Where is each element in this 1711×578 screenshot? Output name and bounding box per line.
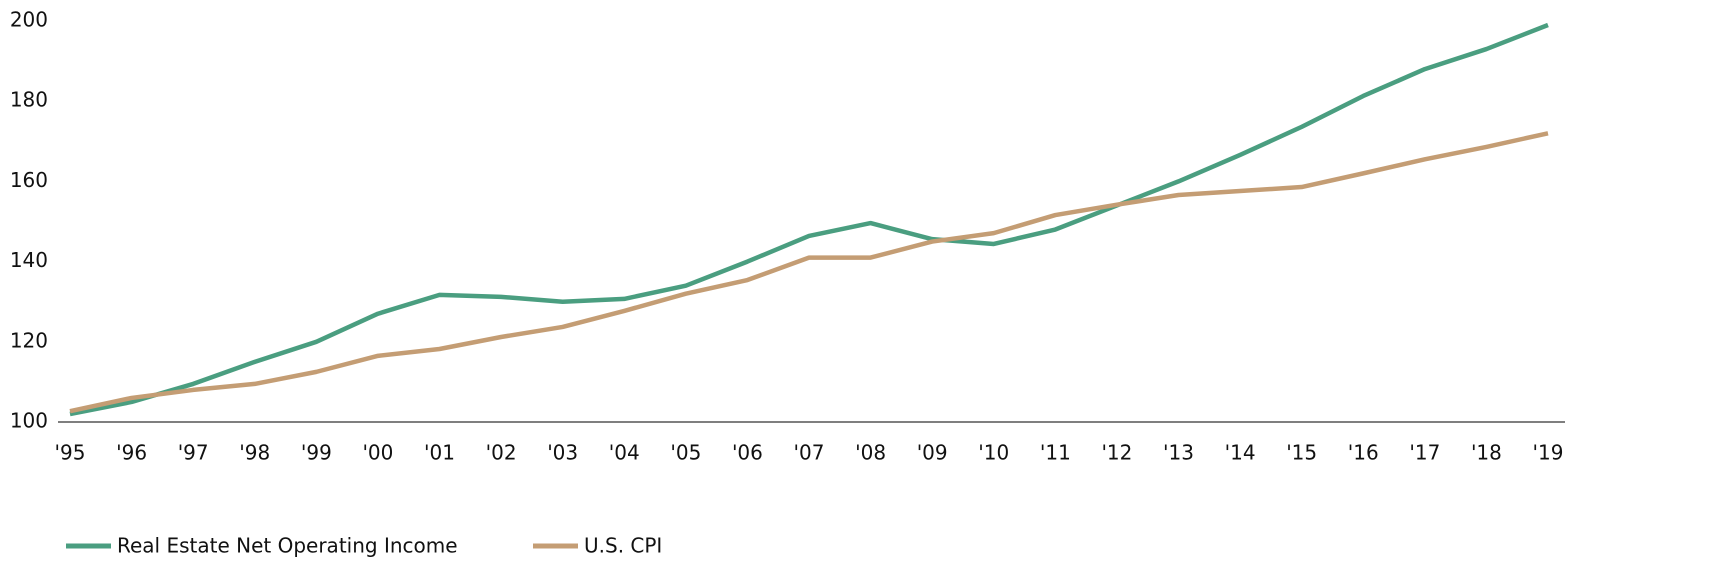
x-tick-label: '18: [1471, 441, 1502, 465]
x-tick-label: '96: [116, 441, 147, 465]
x-tick-label: '00: [362, 441, 393, 465]
x-tick-label: '99: [301, 441, 332, 465]
series-line: [69, 131, 1549, 414]
series-line: [69, 22, 1549, 417]
y-tick-label: 200: [10, 8, 48, 32]
x-tick-label: '01: [424, 441, 455, 465]
x-tick-label: '06: [732, 441, 763, 465]
y-tick-label: 120: [10, 328, 48, 352]
x-tick-label: '17: [1409, 441, 1440, 465]
y-tick-label: 160: [10, 168, 48, 192]
x-tick-label: '98: [239, 441, 270, 465]
x-tick-label: '12: [1101, 441, 1132, 465]
x-tick-label: '16: [1348, 441, 1379, 465]
x-tick-label: '19: [1533, 441, 1564, 465]
legend-label: Real Estate Net Operating Income: [117, 534, 458, 558]
x-tick-label: '15: [1286, 441, 1317, 465]
x-tick-label: '14: [1225, 441, 1256, 465]
x-tick-label: '04: [609, 441, 640, 465]
x-tick-label: '10: [978, 441, 1009, 465]
x-tick-label: '08: [855, 441, 886, 465]
x-tick-label: '03: [547, 441, 578, 465]
y-tick-label: 180: [10, 88, 48, 112]
x-tick-label: '13: [1163, 441, 1194, 465]
y-tick-label: 140: [10, 248, 48, 272]
x-tick-label: '07: [794, 441, 825, 465]
x-tick-label: '05: [670, 441, 701, 465]
x-tick-label: '97: [178, 441, 209, 465]
x-tick-label: '95: [55, 441, 86, 465]
legend-label: U.S. CPI: [584, 534, 662, 558]
x-tick-label: '09: [917, 441, 948, 465]
x-tick-label: '02: [486, 441, 517, 465]
x-tick-label: '11: [1040, 441, 1071, 465]
y-tick-label: 100: [10, 409, 48, 433]
